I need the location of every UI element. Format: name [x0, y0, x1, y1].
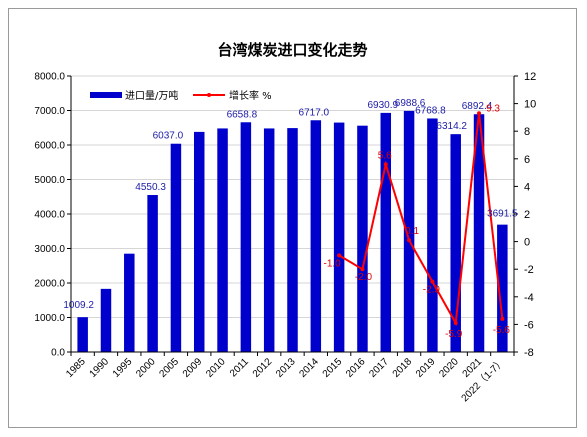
growth-point [360, 267, 365, 272]
x-tick-label: 2015 [321, 356, 345, 380]
legend-line-marker [207, 93, 211, 97]
growth-point [500, 316, 505, 321]
x-tick-label: 2009 [181, 356, 205, 380]
x-tick-label: 2016 [344, 356, 368, 380]
x-tick-label: 2013 [274, 356, 298, 380]
y-right-tick-label: -6 [524, 319, 534, 331]
y-right-tick-label: 0 [524, 237, 530, 249]
y-left-tick-label: 6000.0 [34, 141, 65, 152]
growth-point [383, 162, 388, 167]
y-right-tick-label: 12 [524, 71, 536, 83]
bar [217, 128, 228, 352]
bar [193, 131, 205, 352]
bar [333, 122, 345, 352]
bar-data-label: 6892.4 [462, 101, 493, 112]
x-tick-label: 2019 [414, 356, 438, 380]
bar [240, 122, 252, 353]
bar [77, 317, 88, 352]
bar-data-label: 6988.6 [395, 98, 426, 109]
legend-line-label: 增长率 % [229, 89, 272, 102]
legend-bar-label: 进口量/万吨 [125, 89, 178, 102]
bar-data-label: 4550.3 [135, 182, 166, 193]
growth-data-label: -2.9 [423, 285, 441, 296]
bar [427, 118, 438, 352]
y-left-tick-label: 1000.0 [34, 313, 65, 324]
x-tick-label: 2014 [297, 356, 321, 380]
x-tick-label: 1985 [64, 356, 88, 380]
x-tick-label: 2010 [204, 356, 228, 380]
bar-series [77, 110, 508, 353]
y-right-tick-label: 10 [524, 99, 536, 111]
line-series [337, 111, 505, 327]
y-right-tick-label: 6 [524, 154, 530, 166]
growth-data-label: 5.6 [378, 150, 392, 161]
bar-data-label: 1009.2 [63, 300, 94, 311]
bar [100, 288, 112, 352]
chart-svg: 台湾煤炭进口变化走势 0.0 1000.0 2000.0 3000.0 4000.0 50… [34, 41, 536, 405]
growth-point [477, 111, 482, 116]
growth-data-label: -5.9 [445, 329, 463, 340]
chart-title: 台湾煤炭进口变化走势 [217, 41, 367, 59]
bar [497, 224, 508, 352]
y-left-tick-label: 5000.0 [34, 175, 65, 186]
bar [147, 195, 158, 352]
bar [170, 143, 182, 352]
x-tick-label: 2017 [367, 356, 391, 380]
growth-point [407, 238, 412, 243]
x-tick-label: 2018 [391, 356, 415, 380]
y-right-tick-label: 4 [524, 181, 530, 193]
x-tick-label: 1990 [88, 356, 112, 380]
growth-data-label: 0.1 [405, 226, 419, 237]
y-left-tick-label: 3000.0 [34, 244, 65, 255]
y-right-tick-label: -8 [524, 347, 534, 359]
bar [310, 120, 322, 353]
growth-point [337, 253, 342, 258]
x-tick-label: 2005 [158, 356, 182, 380]
bar-data-label: 3691.5 [487, 209, 518, 220]
bar [450, 134, 461, 352]
y-left-tick-label: 4000.0 [34, 210, 65, 221]
legend: 进口量/万吨 增长率 % [90, 89, 272, 102]
y-left-tick-label: 7000.0 [34, 106, 65, 117]
x-tick-label: 2012 [251, 356, 275, 380]
growth-data-label: 9.3 [486, 103, 500, 114]
y-right-tick-label: 8 [524, 126, 530, 138]
bar-data-label: 6037.0 [153, 131, 184, 142]
y-left-tick-label: 8000.0 [34, 72, 65, 83]
bar [287, 128, 298, 352]
bar-data-label: 6768.8 [415, 105, 446, 116]
bar [357, 125, 368, 353]
x-tick-label: 1995 [111, 356, 135, 380]
bar-data-label: 6658.8 [227, 109, 258, 120]
growth-point [453, 321, 458, 326]
y-left-tick-label: 0.0 [51, 348, 65, 359]
x-tick-label: 2020 [437, 356, 461, 380]
y-left-tick-label: 2000.0 [34, 279, 65, 290]
y-right-tick-label: 2 [524, 209, 530, 221]
growth-line [338, 113, 504, 327]
x-tick-label: 2000 [134, 356, 158, 380]
chart-frame: 台湾煤炭进口变化走势 0.0 1000.0 2000.0 3000.0 4000.0 50… [8, 8, 577, 428]
bar [263, 128, 275, 352]
data-labels: 1009.2 4550.3 6037.0 6658.8 6717.0 6930.96988… [63, 98, 518, 340]
y-right-tick-label: -2 [524, 264, 534, 276]
growth-data-label: -2.0 [355, 272, 373, 283]
bar [473, 114, 485, 353]
y-right-tick-label: -4 [524, 292, 534, 304]
x-tick-label: 2011 [228, 356, 251, 379]
bar-data-label: 6717.0 [299, 107, 330, 118]
bar-data-label: 6314.2 [436, 121, 467, 132]
growth-point [430, 279, 435, 284]
growth-data-label: -1.0 [324, 258, 342, 269]
x-tick-label: 2022（1-7） [459, 356, 508, 405]
bar [403, 110, 415, 352]
bar [380, 112, 392, 353]
growth-data-label: -5.6 [493, 325, 511, 336]
legend-bar-swatch [90, 92, 122, 98]
bar-data-label: 6930.9 [367, 100, 398, 111]
bar [124, 253, 135, 352]
